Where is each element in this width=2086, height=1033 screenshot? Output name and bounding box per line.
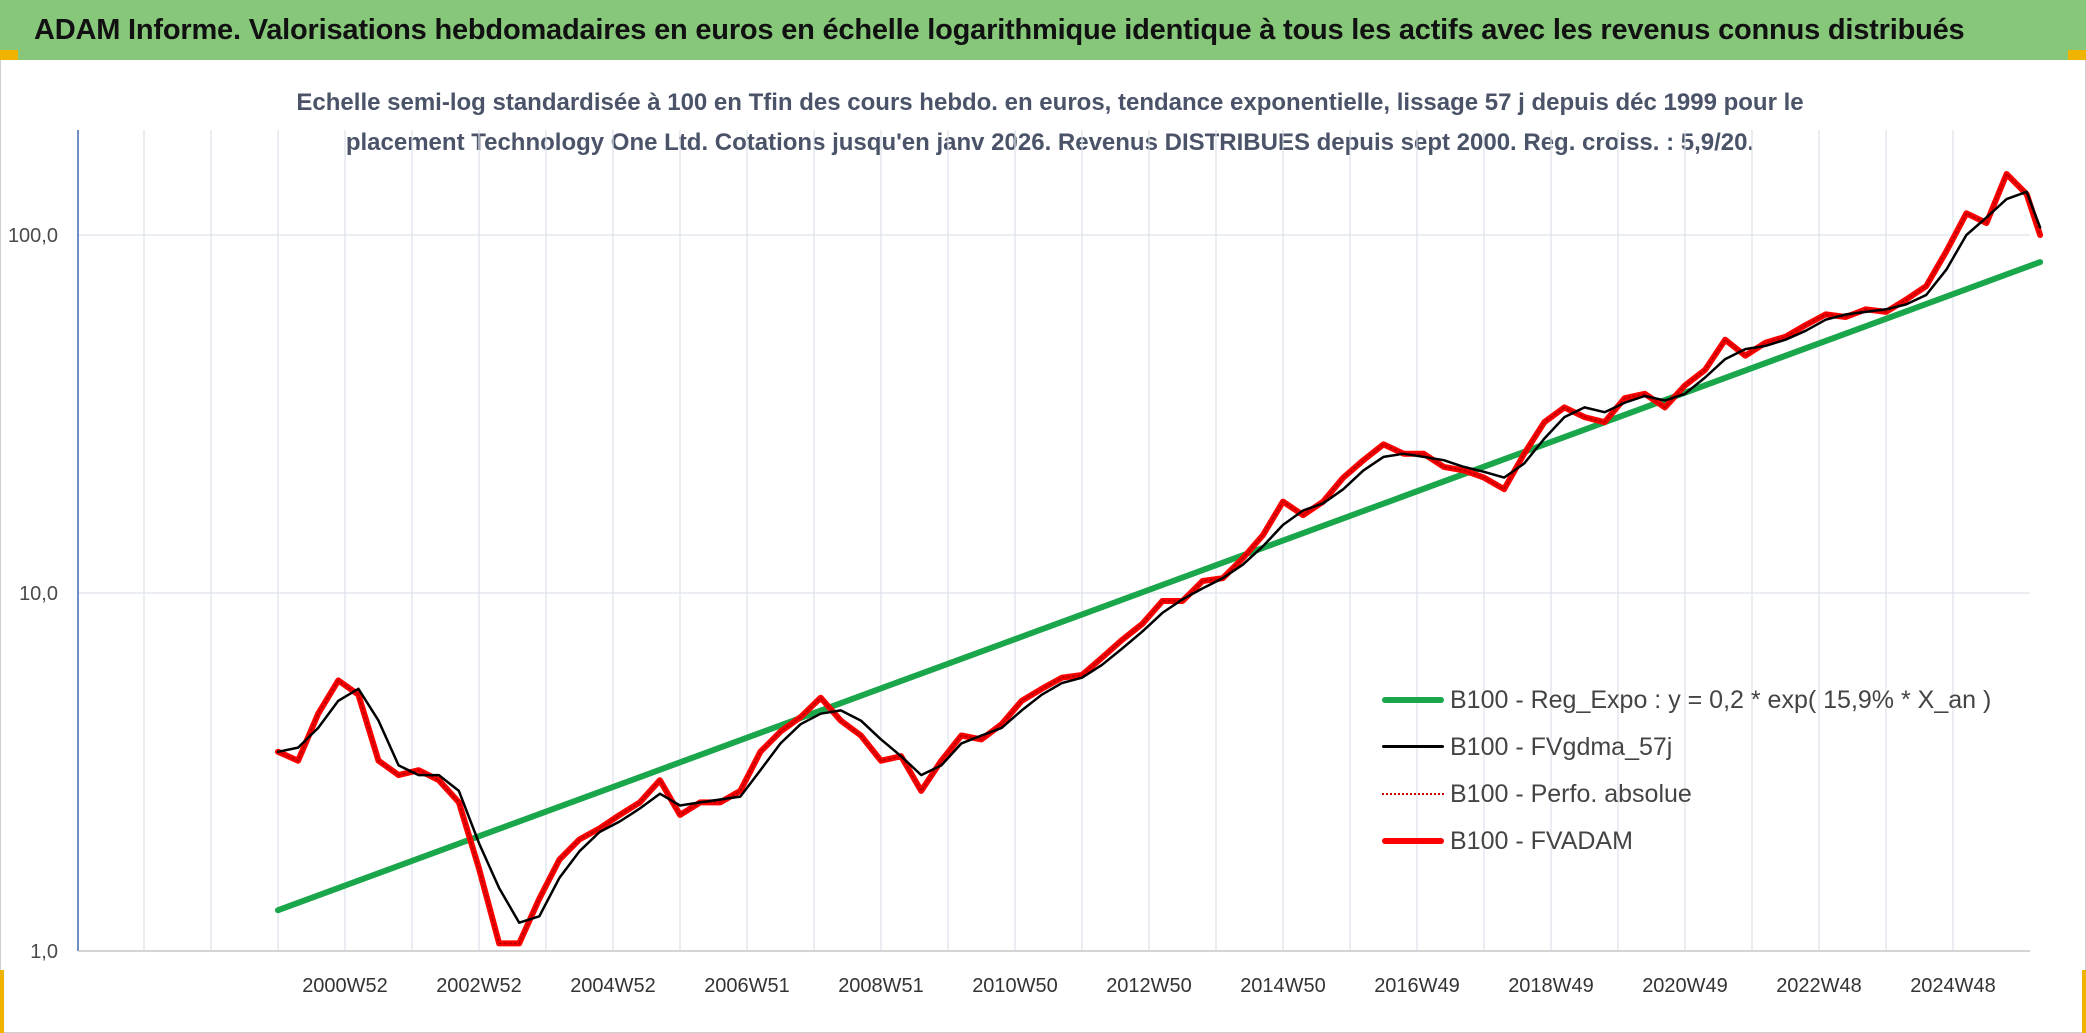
banner-corner-right [2068, 50, 2086, 60]
report-banner: ADAM Informe. Valorisations hebdomadaire… [0, 0, 2086, 60]
legend-label: B100 - Perfo. absolue [1450, 779, 1692, 808]
absolute-perf-line [277, 173, 2042, 945]
x-tick-label: 2016W49 [1374, 975, 1460, 997]
legend-label: B100 - FVADAM [1450, 826, 1633, 855]
legend-item: B100 - FVgdma_57j [1382, 727, 2042, 767]
legend-swatch [1382, 736, 1444, 758]
x-tick-label: 2020W49 [1642, 975, 1728, 997]
x-tick-label: 2010W50 [972, 975, 1058, 997]
legend-label: B100 - Reg_Expo : y = 0,2 * exp( 15,9% *… [1450, 685, 1992, 714]
x-tick-label: 2004W52 [570, 975, 656, 997]
chart-title-line-1: Echelle semi-log standardisée à 100 en T… [296, 89, 1804, 116]
y-tick-label: 100,0 [8, 225, 58, 247]
x-tick-label: 2008W51 [838, 975, 924, 997]
x-tick-label: 2000W52 [302, 975, 388, 997]
grid [78, 130, 2030, 952]
legend-item: B100 - Perfo. absolue [1382, 774, 2042, 814]
axes [77, 130, 2030, 952]
legend-swatch [1382, 830, 1444, 852]
x-tick-label: 2018W49 [1508, 975, 1594, 997]
legend-swatch [1382, 689, 1444, 711]
smoothed-line [276, 190, 2042, 924]
x-tick-label: 2014W50 [1240, 975, 1326, 997]
frame-edge-right [2082, 970, 2086, 1033]
y-tick-label: 10,0 [19, 583, 58, 605]
banner-title: ADAM Informe. Valorisations hebdomadaire… [34, 13, 1965, 46]
y-tick-label: 1,0 [30, 941, 58, 963]
trend-line [275, 259, 2044, 914]
frame-edge-left [0, 970, 4, 1033]
legend-label: B100 - FVgdma_57j [1450, 732, 1673, 761]
x-tick-label: 2002W52 [436, 975, 522, 997]
legend-item: B100 - FVADAM [1382, 821, 2042, 861]
series-layer [275, 171, 2044, 947]
chart-area [0, 60, 2086, 1033]
chart-title-line-2: placement Technology One Ltd. Cotations … [345, 129, 1755, 156]
legend-item: B100 - Reg_Expo : y = 0,2 * exp( 15,9% *… [1382, 680, 2042, 720]
banner-corner-left [0, 50, 18, 60]
x-tick-label: 2022W48 [1776, 975, 1862, 997]
x-tick-label: 2012W50 [1106, 975, 1192, 997]
x-tick-label: 2024W48 [1910, 975, 1996, 997]
legend-swatch [1382, 783, 1444, 805]
x-tick-label: 2006W51 [704, 975, 790, 997]
tick-labels: 1,0 10,0 100,0 2000W52 2002W52 2004W52 2006W51… [8, 225, 1996, 997]
